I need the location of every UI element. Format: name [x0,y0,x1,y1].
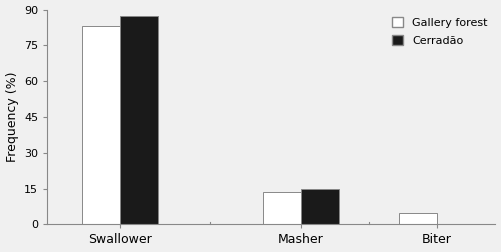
Bar [120,16,158,225]
Bar [263,192,301,225]
Legend: Gallery forest, Cerradão: Gallery forest, Cerradão [388,13,492,50]
Bar [82,26,120,225]
Bar [399,213,436,225]
Y-axis label: Frequency (%): Frequency (%) [6,72,19,162]
Bar [301,188,339,225]
